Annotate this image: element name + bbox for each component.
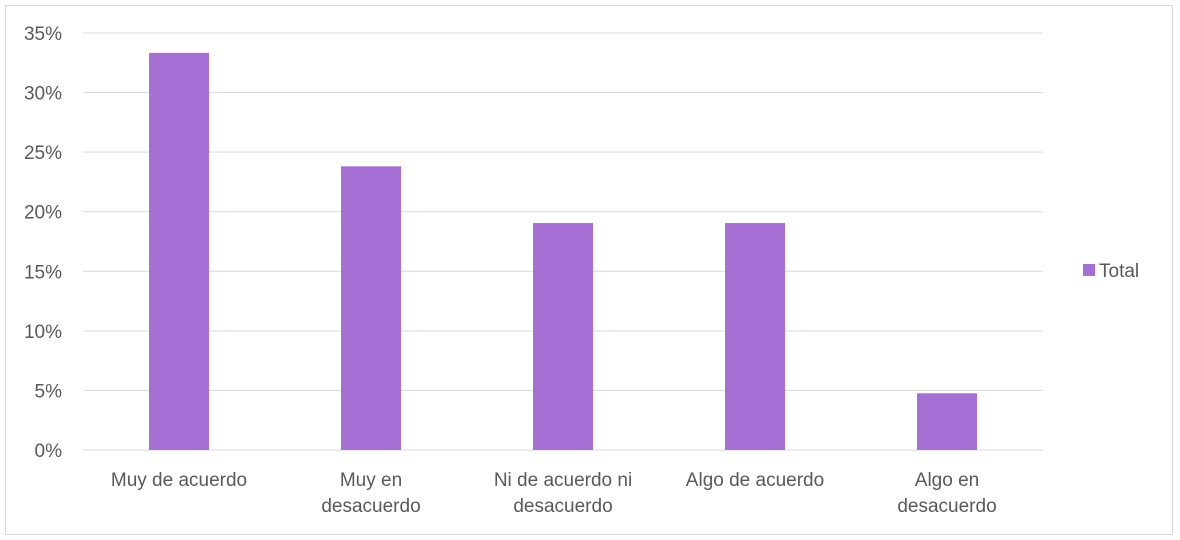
- bar: [149, 52, 209, 451]
- y-tick-label: 20%: [24, 203, 62, 224]
- x-category-label: Algo de acuerdo: [686, 470, 824, 491]
- y-tick-label: 35%: [24, 24, 62, 45]
- x-category-label: Ni de acuerdo ni desacuerdo: [494, 470, 632, 517]
- x-category-label: Muy de acuerdo: [111, 470, 247, 491]
- y-tick-label: 15%: [24, 262, 62, 283]
- y-tick-label: 25%: [24, 143, 62, 164]
- x-category-label: Muy en desacuerdo: [321, 470, 420, 517]
- y-tick-label: 10%: [24, 322, 62, 343]
- x-axis-category-labels: Muy de acuerdo Muy en desacuerdo Ni de acue…: [111, 470, 997, 517]
- bar: [917, 393, 977, 450]
- legend-label: Total: [1099, 261, 1139, 282]
- gridlines: [83, 32, 1043, 451]
- bar: [341, 166, 401, 450]
- y-tick-label: 30%: [24, 84, 62, 105]
- x-category-label: Algo en desacuerdo: [897, 470, 996, 517]
- bar: [725, 223, 785, 450]
- bars: [149, 52, 977, 451]
- legend-swatch: [1083, 264, 1095, 276]
- y-tick-label: 5%: [35, 381, 63, 402]
- bar: [533, 223, 593, 450]
- y-tick-label: 0%: [35, 441, 63, 462]
- legend: Total: [1083, 261, 1139, 282]
- y-axis-tick-labels: 0% 5% 10% 15% 20% 25% 30% 35%: [24, 24, 62, 462]
